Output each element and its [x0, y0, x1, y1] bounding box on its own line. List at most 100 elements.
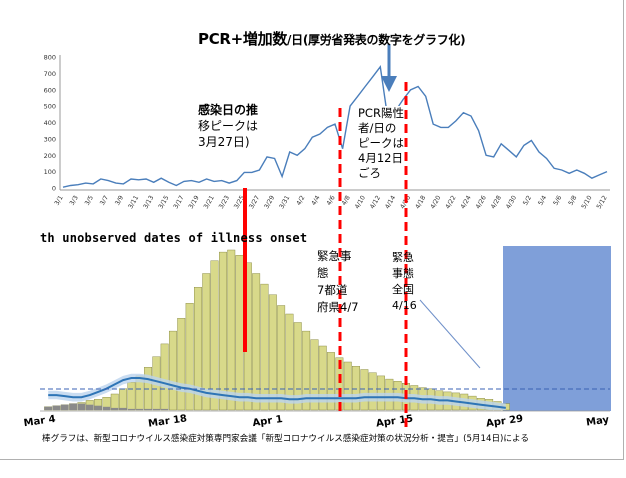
- onset-bar: [277, 305, 286, 411]
- chart-title: PCR+増加数/日(厚労省発表の数字をグラフ化): [198, 28, 466, 49]
- onset-bar: [260, 283, 269, 411]
- grey-bar: [144, 408, 152, 410]
- top-y-tick-label: 700: [44, 70, 56, 78]
- note-line: 府県4/7: [317, 300, 359, 314]
- top-x-tick-label: 4/2: [295, 195, 306, 207]
- top-x-tick-label: 3/5: [84, 195, 95, 207]
- grey-bar: [52, 405, 61, 410]
- top-y-ticks: 0 100 200 300 400 500 600 700 800: [44, 54, 56, 193]
- chart-title-main: PCR+増加数: [198, 30, 288, 48]
- top-y-tick-label: 0: [52, 185, 56, 193]
- grey-bar: [127, 408, 136, 410]
- estimated-infection-curve: [48, 377, 506, 409]
- bottom-x-tick-label: Apr 15: [375, 413, 413, 429]
- emergency-nationwide-note: 緊急 事態 全国 4/16: [392, 250, 417, 314]
- pcr-peak-note: PCR陽性 者/日の ピークは 4月12日 ごろ: [358, 106, 404, 181]
- top-x-tick-label: 3/9: [114, 195, 125, 207]
- top-x-tick-label: 3/27: [248, 195, 261, 211]
- onset-bar: [218, 251, 227, 411]
- top-x-tick-label: 4/30: [505, 195, 518, 211]
- top-x-tick-label: 4/28: [490, 195, 503, 211]
- top-y-tick-label: 200: [44, 152, 56, 160]
- slide-frame: [0, 0, 624, 460]
- top-y-tick-label: 600: [44, 86, 56, 94]
- top-x-tick-label: 3/23: [218, 195, 231, 211]
- top-x-tick-label: 3/21: [203, 195, 216, 211]
- note-line: 3月27日): [198, 135, 250, 149]
- annotation-pointer-line: [419, 299, 481, 369]
- onset-bar: [235, 255, 244, 411]
- onset-bar: [293, 322, 302, 411]
- onset-bar: [252, 273, 261, 411]
- bottom-x-tick-label: Mar 18: [148, 413, 188, 429]
- onset-bar: [285, 313, 294, 411]
- top-x-tick-label: 5/4: [537, 195, 548, 207]
- top-x-tick-label: 4/10: [354, 195, 367, 211]
- grey-bar: [102, 406, 111, 410]
- note-line: 緊急: [392, 251, 414, 264]
- grey-bar: [44, 406, 52, 410]
- top-x-tick-label: 3/19: [188, 195, 201, 211]
- onset-bar: [227, 249, 236, 411]
- onset-bar: [119, 388, 128, 411]
- top-y-tick-label: 500: [44, 103, 56, 111]
- onset-bar: [185, 303, 194, 411]
- onset-bar: [318, 345, 327, 411]
- top-x-tick-label: 4/8: [341, 195, 352, 207]
- top-x-tick-label: 4/18: [414, 195, 427, 211]
- peak-arrow-icon: [381, 76, 397, 92]
- bottom-x-tick-label: Apr 29: [485, 413, 523, 429]
- emergency-7pref-note: 緊急事 態 7都道 府県4/7: [317, 248, 359, 316]
- source-caption: 棒グラフは、新型コロナウイルス感染症対策専門家会議「新型コロナウイルス感染症対策…: [42, 434, 529, 444]
- grey-bars: [44, 403, 169, 410]
- note-line: 移ピークは: [198, 119, 259, 133]
- top-x-tick-label: 5/10: [580, 195, 593, 211]
- grey-bar: [135, 408, 144, 410]
- top-x-tick-label: 5/2: [522, 195, 533, 207]
- onset-bar: [168, 330, 177, 411]
- top-y-tick-label: 300: [44, 135, 56, 143]
- note-line: ごろ: [358, 166, 381, 180]
- top-x-tick-label: 4/26: [475, 195, 488, 211]
- note-line: 態: [317, 266, 329, 280]
- onset-bar: [368, 372, 377, 411]
- onset-bar: [343, 361, 352, 411]
- top-x-tick-label: 3/13: [142, 195, 155, 211]
- top-x-tick-label: 3/7: [99, 195, 110, 207]
- top-x-tick-label: 3/3: [69, 195, 80, 207]
- grey-bar: [111, 407, 119, 410]
- unobserved-band: [503, 246, 611, 411]
- top-x-tick-label: 4/24: [460, 195, 473, 211]
- top-x-tick-label: 3/11: [127, 195, 140, 211]
- top-x-tick-label: 4/20: [429, 195, 442, 211]
- top-x-tick-label: 4/4: [310, 195, 321, 207]
- top-x-tick-label: 4/12: [369, 195, 382, 211]
- top-x-tick-label: 4/6: [326, 195, 337, 207]
- grey-bar: [152, 408, 161, 410]
- grey-bar: [86, 404, 94, 410]
- top-x-tick-label: 5/12: [596, 195, 609, 211]
- top-x-tick-label: 4/14: [384, 195, 397, 211]
- note-line: 感染日の推: [198, 103, 259, 117]
- infection-peak-note: 感染日の推 移ピークは 3月27日): [198, 102, 258, 150]
- chart-title-sub: /日(厚労省発表の数字をグラフ化): [287, 33, 466, 47]
- note-line: ピークは: [358, 136, 404, 150]
- top-x-tick-label: 5/8: [567, 195, 578, 207]
- top-y-tick-label: 100: [44, 168, 56, 176]
- top-chart-axes: [59, 55, 610, 191]
- grey-bar: [119, 407, 127, 410]
- note-line: 全国: [392, 283, 414, 296]
- onset-bar: [202, 273, 211, 411]
- top-x-tick-label: 3/31: [278, 195, 291, 211]
- onset-bar: [360, 369, 369, 411]
- grey-bar: [94, 405, 102, 410]
- bottom-x-tick-label: Apr 1: [252, 414, 284, 429]
- grey-bar: [77, 403, 86, 410]
- grey-bar: [61, 404, 69, 410]
- onset-bar: [268, 294, 277, 411]
- note-line: 4月12日: [358, 151, 403, 165]
- grey-bar: [69, 403, 77, 410]
- onset-bar: [352, 366, 360, 411]
- note-line: PCR陽性: [358, 106, 404, 120]
